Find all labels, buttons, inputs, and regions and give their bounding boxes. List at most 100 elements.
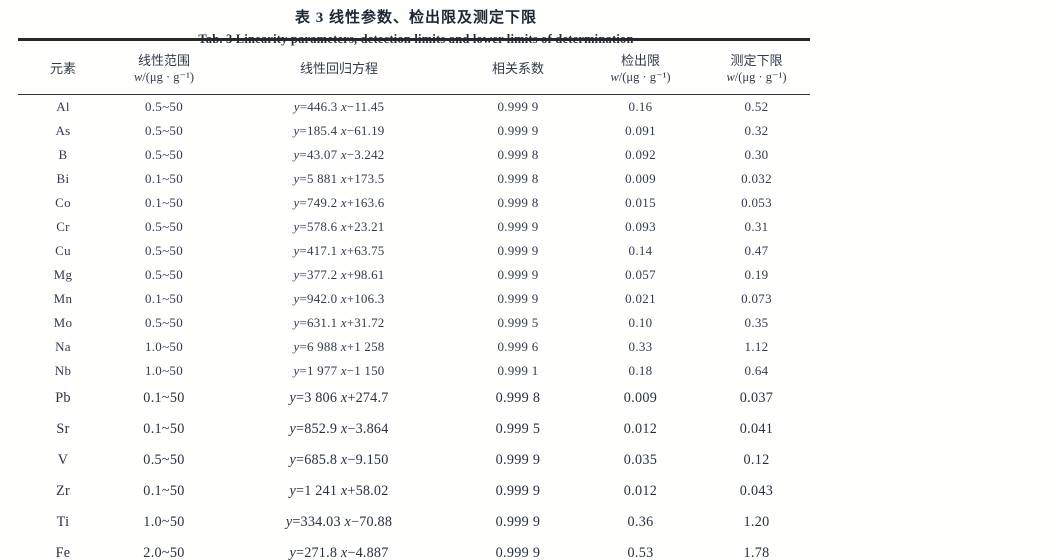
table-row: Cr 0.5~50 y=578.6 x+23.21 0.999 9 0.093 0.31 [18, 215, 810, 239]
table-row: Cu 0.5~50 y=417.1 x+63.75 0.999 9 0.14 0.47 [18, 239, 810, 263]
correlation-coefficient-cell: 0.999 9 [497, 291, 539, 306]
element-cell: Mg [53, 267, 73, 282]
detection-limit-cell: 0.009 [623, 390, 658, 406]
correlation-coefficient-cell: 0.999 9 [495, 514, 541, 530]
correlation-coefficient-cell: 0.999 8 [497, 147, 539, 162]
header-element-label: 元素 [49, 60, 76, 76]
table-row: Zr 0.1~50 y=1 241 x+58.02 0.999 9 0.012 0.043 [18, 476, 810, 507]
linear-range-cell: 0.5~50 [144, 243, 184, 258]
detection-limit-cell: 0.009 [625, 171, 656, 186]
correlation-coefficient-cell: 0.999 5 [495, 421, 541, 437]
correlation-coefficient-cell: 0.999 9 [495, 545, 541, 560]
equation-cell: y=578.6 x+23.21 [293, 219, 385, 234]
equation-cell: y=6 988 x+1 258 [293, 339, 385, 354]
equation-cell: y=271.8 x−4.887 [289, 545, 389, 560]
correlation-coefficient-cell: 0.999 1 [497, 363, 539, 378]
linear-range-cell: 0.5~50 [144, 147, 184, 162]
linear-range-cell: 1.0~50 [144, 339, 184, 354]
equation-cell: y=942.0 x+106.3 [293, 291, 385, 306]
equation-cell: y=749.2 x+163.6 [293, 195, 385, 210]
table-row: Co 0.1~50 y=749.2 x+163.6 0.999 8 0.015 0.053 [18, 191, 810, 215]
correlation-coefficient-cell: 0.999 9 [497, 99, 539, 114]
lower-limit-cell: 0.032 [741, 171, 772, 186]
detection-limit-cell: 0.18 [628, 363, 653, 378]
linear-range-cell: 0.1~50 [143, 421, 185, 437]
lower-limit-cell: 0.64 [744, 363, 769, 378]
table-header: 元素 线性范围 w/(μg · g⁻¹) 线性回归方程 相关系数 检出限 w/(… [18, 38, 810, 95]
linear-range-cell: 0.5~50 [144, 219, 184, 234]
table-row: As 0.5~50 y=185.4 x−61.19 0.999 9 0.091 0.32 [18, 119, 810, 143]
header-regression-equation-label: 线性回归方程 [299, 60, 378, 76]
detection-limit-cell: 0.53 [627, 545, 654, 560]
equation-cell: y=377.2 x+98.61 [293, 267, 385, 282]
lower-limit-cell: 0.073 [741, 291, 772, 306]
lower-limit-cell: 0.19 [744, 267, 769, 282]
header-row: 元素 线性范围 w/(μg · g⁻¹) 线性回归方程 相关系数 检出限 w/(… [18, 38, 810, 95]
linear-range-cell: 2.0~50 [143, 545, 185, 560]
header-correlation-coefficient: 相关系数 [458, 38, 578, 95]
header-lower-limit: 测定下限 w/(μg · g⁻¹) [703, 38, 810, 95]
table-row: Na 1.0~50 y=6 988 x+1 258 0.999 6 0.33 1.12 [18, 335, 810, 359]
lower-limit-cell: 0.35 [744, 315, 769, 330]
element-cell: Sr [56, 421, 70, 437]
lower-limit-cell: 0.041 [739, 421, 774, 437]
equation-cell: y=685.8 x−9.150 [289, 452, 389, 468]
lower-limit-cell: 0.037 [739, 390, 774, 406]
linear-range-cell: 0.1~50 [144, 195, 184, 210]
equation-cell: y=334.03 x−70.88 [285, 514, 393, 530]
header-detection-limit: 检出限 w/(μg · g⁻¹) [578, 38, 703, 95]
element-cell: Fe [55, 545, 71, 560]
linear-range-cell: 0.5~50 [143, 452, 185, 468]
detection-limit-cell: 0.021 [625, 291, 656, 306]
linear-range-cell: 1.0~50 [143, 514, 185, 530]
element-cell: Na [55, 339, 71, 354]
header-lower-limit-label: 测定下限 [730, 52, 783, 68]
table-row: V 0.5~50 y=685.8 x−9.150 0.999 9 0.035 0.12 [18, 445, 810, 476]
lower-limit-cell: 0.47 [744, 243, 769, 258]
detection-limit-cell: 0.012 [623, 421, 658, 437]
table-row: Mo 0.5~50 y=631.1 x+31.72 0.999 5 0.10 0.35 [18, 311, 810, 335]
lower-limit-cell: 0.30 [744, 147, 769, 162]
detection-limit-cell: 0.091 [625, 123, 656, 138]
detection-limit-cell: 0.015 [625, 195, 656, 210]
element-cell: Mo [53, 315, 73, 330]
lower-limit-cell: 0.31 [744, 219, 769, 234]
element-cell: As [55, 123, 71, 138]
correlation-coefficient-cell: 0.999 6 [497, 339, 539, 354]
table-row: Nb 1.0~50 y=1 977 x−1 150 0.999 1 0.18 0.64 [18, 359, 810, 383]
correlation-coefficient-cell: 0.999 9 [495, 452, 541, 468]
detection-limit-cell: 0.093 [625, 219, 656, 234]
detection-limit-cell: 0.012 [623, 483, 658, 499]
equation-cell: y=185.4 x−61.19 [293, 123, 385, 138]
header-element: 元素 [18, 38, 108, 95]
element-cell: Co [55, 195, 71, 210]
linear-range-cell: 0.1~50 [144, 291, 184, 306]
correlation-coefficient-cell: 0.999 9 [497, 219, 539, 234]
detection-limit-cell: 0.10 [628, 315, 653, 330]
correlation-coefficient-cell: 0.999 9 [495, 483, 541, 499]
header-detection-limit-unit: w/(μg · g⁻¹) [610, 69, 671, 84]
table-row: Ti 1.0~50 y=334.03 x−70.88 0.999 9 0.36 1.20 [18, 507, 810, 538]
table-row: Mn 0.1~50 y=942.0 x+106.3 0.999 9 0.021 0.073 [18, 287, 810, 311]
element-cell: Al [56, 99, 70, 114]
detection-limit-cell: 0.33 [628, 339, 653, 354]
correlation-coefficient-cell: 0.999 8 [497, 171, 539, 186]
linear-range-cell: 0.5~50 [144, 99, 184, 114]
element-cell: Zr [56, 483, 70, 499]
detection-limit-cell: 0.36 [627, 514, 654, 530]
linearity-parameters-table: 元素 线性范围 w/(μg · g⁻¹) 线性回归方程 相关系数 检出限 w/(… [18, 38, 810, 560]
correlation-coefficient-cell: 0.999 9 [497, 267, 539, 282]
table-row: B 0.5~50 y=43.07 x−3.242 0.999 8 0.092 0.30 [18, 143, 810, 167]
table-row: Mg 0.5~50 y=377.2 x+98.61 0.999 9 0.057 0.19 [18, 263, 810, 287]
element-cell: Cu [55, 243, 71, 258]
lower-limit-cell: 0.043 [739, 483, 774, 499]
correlation-coefficient-cell: 0.999 5 [497, 315, 539, 330]
lower-limit-cell: 0.12 [743, 452, 770, 468]
correlation-coefficient-cell: 0.999 8 [497, 195, 539, 210]
lower-limit-cell: 0.053 [741, 195, 772, 210]
table-row: Fe 2.0~50 y=271.8 x−4.887 0.999 9 0.53 1.78 [18, 538, 810, 560]
element-cell: Nb [54, 363, 72, 378]
header-linear-range-unit: w/(μg · g⁻¹) [133, 69, 195, 84]
linear-range-cell: 0.1~50 [144, 171, 184, 186]
